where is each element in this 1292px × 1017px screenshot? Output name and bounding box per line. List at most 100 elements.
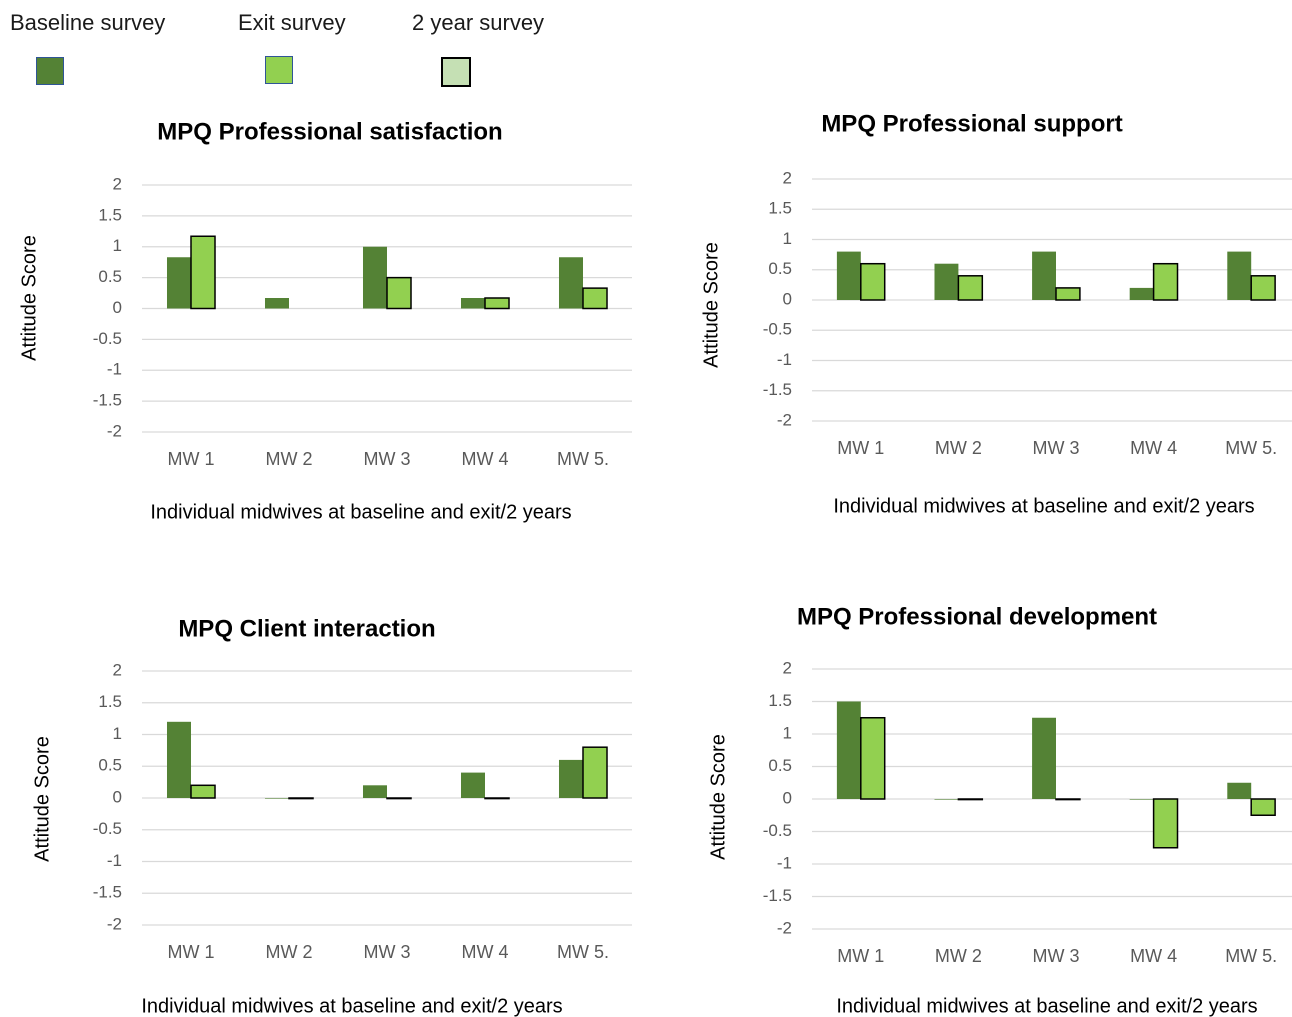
y-tick-label: -1.5 [763,886,792,905]
bar-baseline [264,298,289,309]
bar-exit [190,784,216,799]
bar-exit [582,746,608,799]
y-tick-label: -2 [107,914,122,933]
legend-swatch-baseline [36,57,64,85]
x-tick-label: MW 3 [1033,946,1080,966]
y-tick-label: -0.5 [763,320,792,339]
y-tick-label: 2 [113,660,122,679]
y-tick-label: 0 [113,298,122,317]
x-axis-label: Individual midwives at baseline and exit… [150,501,571,523]
y-tick-label: 0 [783,289,792,308]
y-tick-label: 0 [113,787,122,806]
chart-title: MPQ Professional development [797,603,1157,630]
y-axis-label: Attitude Score [18,235,40,361]
y-tick-label: -0.5 [93,329,122,348]
bar-baseline [460,772,485,798]
bar-exit [957,798,984,801]
bar-exit [582,287,608,310]
x-tick-label: MW 2 [266,449,313,469]
y-tick-label: 1.5 [98,692,122,711]
y-tick-label: -2 [777,410,792,429]
bar-baseline [166,257,191,309]
y-tick-label: 2 [783,168,792,187]
x-tick-label: MW 2 [266,942,313,962]
bar-baseline [1129,287,1154,300]
bar-exit [386,276,412,310]
y-tick-label: -1.5 [763,380,792,399]
bar-exit [1055,287,1081,301]
x-tick-label: MW 4 [1130,438,1177,458]
x-tick-label: MW 1 [837,946,884,966]
y-tick-label: -2 [107,421,122,440]
y-tick-label: 1.5 [768,199,792,218]
x-tick-label: MW 4 [462,942,509,962]
y-tick-label: -0.5 [93,819,122,838]
chart-title: MPQ Professional satisfaction [157,118,502,145]
bar-exit [1250,798,1276,816]
x-tick-label: MW 5. [557,942,609,962]
y-tick-label: -1 [777,350,792,369]
bar-exit [484,297,510,310]
x-axis-label: Individual midwives at baseline and exit… [141,995,562,1017]
legend-swatch-2-year [441,57,471,87]
bar-baseline [934,263,959,300]
y-axis-label: Attitude Score [700,242,722,368]
x-tick-label: MW 3 [1033,438,1080,458]
legend-label-baseline: Baseline survey [10,10,166,35]
y-tick-label: 0.5 [98,756,122,775]
y-axis-label: Attitude Score [707,734,729,860]
y-tick-label: 2 [783,658,792,677]
x-axis-label: Individual midwives at baseline and exit… [833,495,1254,517]
x-tick-label: MW 3 [364,449,411,469]
x-tick-label: MW 4 [1130,946,1177,966]
y-tick-label: -1.5 [93,391,122,410]
bar-exit [484,797,510,800]
bar-baseline [558,759,583,798]
legend-swatch-exit [265,56,293,84]
x-axis-label: Individual midwives at baseline and exit… [836,995,1257,1017]
y-tick-label: -1 [107,851,122,870]
bar-exit [957,275,984,301]
bar-baseline [1227,782,1252,799]
bar-exit [190,235,216,310]
bar-baseline [558,257,583,309]
x-tick-label: MW 2 [935,438,982,458]
x-tick-label: MW 4 [462,449,509,469]
x-tick-label: MW 2 [935,946,982,966]
bar-baseline [836,251,861,300]
y-tick-label: 0.5 [768,756,792,775]
bar-exit [1250,275,1276,301]
bar-baseline [1032,717,1056,799]
y-tick-label: 1 [113,236,122,255]
y-tick-label: -1.5 [93,883,122,902]
legend: Baseline survey Exit survey 2 year surve… [0,0,620,100]
bar-baseline [1227,251,1252,300]
y-tick-label: 1 [113,724,122,743]
y-tick-label: 0 [783,788,792,807]
bar-baseline [362,785,387,798]
y-tick-label: 1 [783,723,792,742]
bar-baseline [460,298,485,309]
legend-label-exit: Exit survey [238,10,346,35]
legend-label-2-year: 2 year survey [412,10,545,35]
y-tick-label: 0.5 [98,267,122,286]
bar-baseline [1129,799,1154,800]
x-tick-label: MW 5. [1225,438,1277,458]
bar-exit [1055,798,1081,801]
y-tick-label: -0.5 [763,821,792,840]
bar-baseline [362,246,387,309]
bar-baseline [934,799,959,800]
x-tick-label: MW 1 [168,942,215,962]
x-tick-label: MW 5. [1225,946,1277,966]
y-tick-label: 1.5 [768,691,792,710]
bar-baseline [836,701,861,799]
chart-title: MPQ Client interaction [178,615,435,642]
bar-exit [860,717,886,800]
bar-exit [1152,798,1179,849]
bar-baseline [1032,251,1056,300]
y-tick-label: 0.5 [768,259,792,278]
y-tick-label: 1.5 [98,205,122,224]
y-axis-label: Attitude Score [31,736,53,862]
y-tick-label: -1 [107,360,122,379]
